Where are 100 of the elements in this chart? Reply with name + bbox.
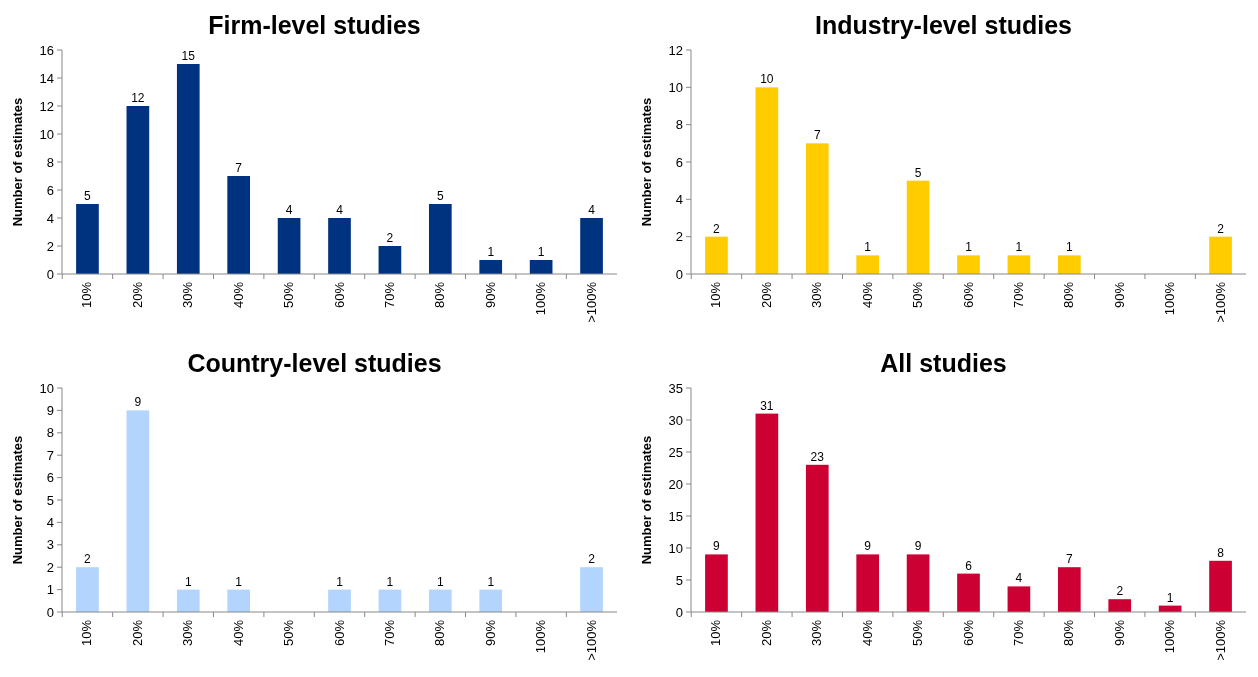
bar — [755, 413, 779, 612]
data-label: 5 — [436, 189, 444, 203]
bar — [76, 567, 99, 612]
y-axis-title: Number of estimates — [10, 97, 25, 227]
bar — [580, 218, 603, 274]
y-tick-label: 8 — [46, 154, 54, 170]
data-label: 2 — [84, 552, 92, 567]
y-tick-label: 0 — [675, 266, 683, 282]
data-label: 7 — [813, 128, 821, 143]
bar — [529, 260, 553, 274]
y-axis-title: Number of estimates — [10, 435, 25, 565]
bar — [277, 218, 301, 274]
bar — [1209, 236, 1232, 274]
bar — [176, 64, 200, 274]
bar — [906, 554, 930, 612]
x-tick-label: 100% — [1162, 619, 1178, 654]
data-label: 10 — [760, 72, 774, 87]
bar — [856, 255, 880, 274]
x-tick-label: 80% — [1061, 619, 1077, 647]
x-tick-label: 90% — [1111, 619, 1127, 647]
bar — [1007, 586, 1031, 612]
x-tick-label: 80% — [1061, 281, 1077, 309]
chart-title: Industry-level studies — [814, 11, 1073, 39]
y-tick-label: 4 — [675, 191, 683, 207]
data-label: 8 — [1217, 545, 1225, 560]
x-tick-label: 100% — [1162, 281, 1178, 316]
data-label: 1 — [1015, 240, 1023, 255]
y-tick-label: 4 — [46, 514, 54, 530]
data-label: 9 — [134, 395, 142, 410]
x-tick-label: 100% — [533, 619, 549, 654]
bar — [328, 589, 351, 612]
x-tick-label: 30% — [809, 281, 825, 309]
x-tick-label: 10% — [79, 619, 95, 647]
y-tick-label: 12 — [668, 42, 683, 58]
y-tick-label: 16 — [39, 42, 54, 58]
chart-title: Country-level studies — [187, 349, 442, 377]
data-label: 4 — [285, 203, 293, 217]
data-label: 1 — [537, 245, 545, 259]
data-label: 1 — [184, 574, 192, 589]
data-label: 1 — [487, 245, 495, 259]
x-tick-label: 30% — [180, 619, 196, 647]
y-tick-label: 0 — [46, 266, 54, 282]
x-tick-label: 10% — [708, 281, 724, 309]
data-label: 1 — [1065, 240, 1073, 255]
data-label: 4 — [336, 203, 344, 217]
y-tick-label: 1 — [46, 582, 54, 598]
bar — [328, 218, 351, 274]
y-tick-label: 3 — [46, 537, 54, 553]
bar — [126, 410, 150, 612]
y-tick-label: 10 — [668, 79, 683, 95]
x-tick-label: >100% — [1212, 619, 1228, 661]
y-tick-label: 5 — [46, 492, 54, 508]
bar — [805, 143, 829, 274]
data-label: 9 — [713, 539, 721, 554]
bar — [428, 589, 452, 612]
y-axis-title: Number of estimates — [639, 435, 654, 565]
y-tick-label: 20 — [668, 476, 683, 492]
y-tick-label: 8 — [46, 425, 54, 441]
y-tick-label: 35 — [668, 380, 683, 396]
bar — [378, 246, 402, 274]
bar — [1007, 255, 1031, 274]
y-tick-label: 4 — [46, 210, 54, 226]
x-tick-label: 20% — [129, 281, 145, 309]
data-label: 1 — [1166, 590, 1174, 605]
y-tick-label: 10 — [39, 126, 54, 142]
data-label: 2 — [386, 231, 394, 245]
y-tick-label: 5 — [675, 572, 683, 588]
data-label: 2 — [1116, 584, 1124, 599]
bar — [1057, 255, 1081, 274]
bar — [755, 87, 779, 274]
x-tick-label: 60% — [960, 619, 976, 647]
y-tick-label: 6 — [46, 182, 54, 198]
y-tick-label: 0 — [675, 604, 683, 620]
x-tick-label: 50% — [281, 619, 297, 647]
data-label: 15 — [181, 49, 196, 63]
x-tick-label: 20% — [758, 619, 774, 647]
y-tick-label: 14 — [39, 70, 54, 86]
bar — [856, 554, 880, 612]
chart-title: Firm-level studies — [208, 11, 421, 39]
data-label: 4 — [588, 203, 596, 217]
x-tick-label: 60% — [331, 619, 347, 647]
x-tick-label: 70% — [1010, 281, 1026, 309]
data-label: 1 — [436, 574, 444, 589]
data-label: 7 — [1065, 552, 1073, 567]
x-tick-label: 80% — [432, 619, 448, 647]
bar — [428, 204, 452, 274]
x-tick-label: 40% — [859, 619, 875, 647]
data-label: 5 — [84, 189, 92, 203]
data-label: 9 — [864, 539, 872, 554]
data-label: 7 — [235, 161, 243, 175]
data-label: 2 — [588, 552, 596, 567]
y-tick-label: 10 — [668, 540, 683, 556]
bar — [126, 106, 150, 274]
y-tick-label: 30 — [668, 412, 683, 428]
bar — [76, 204, 99, 274]
bar — [906, 180, 930, 274]
data-label: 1 — [336, 574, 344, 589]
data-label: 4 — [1015, 571, 1023, 586]
bar — [1108, 599, 1132, 612]
bar — [479, 260, 503, 274]
